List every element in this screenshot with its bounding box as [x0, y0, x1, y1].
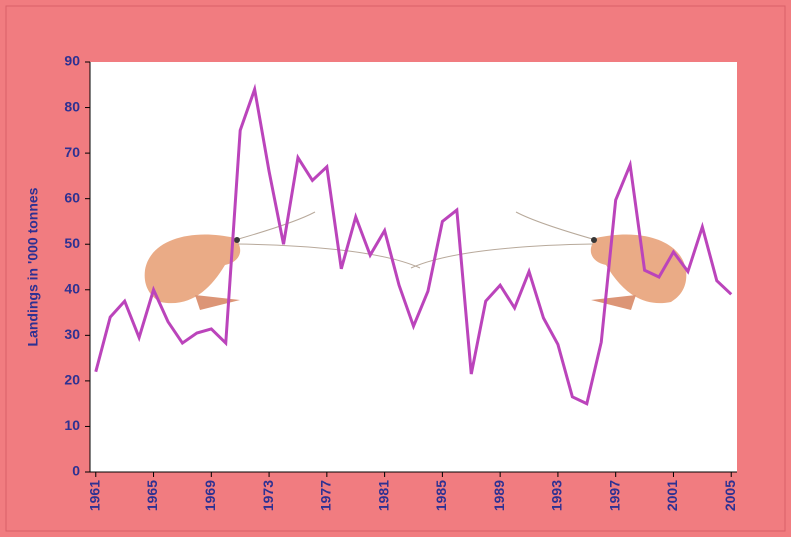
y-tick-label: 80	[64, 98, 80, 114]
x-tick-label: 1973	[260, 480, 276, 511]
x-tick-label: 1981	[375, 480, 391, 511]
page: {"chart_data": {"type": "line", "y_label…	[0, 0, 791, 537]
y-axis-label: Landings in '000 tonnes	[25, 187, 41, 346]
y-tick-label: 40	[64, 280, 80, 296]
x-tick-label: 1989	[491, 480, 507, 511]
y-tick-label: 30	[64, 326, 80, 342]
x-tick-label: 1969	[202, 480, 218, 511]
y-tick-label: 50	[64, 235, 80, 251]
x-tick-label: 1997	[606, 480, 622, 511]
y-tick-label: 70	[64, 144, 80, 160]
y-tick-label: 90	[64, 53, 80, 69]
x-tick-label: 1965	[144, 480, 160, 511]
y-tick-label: 0	[72, 463, 80, 479]
x-tick-label: 1977	[318, 480, 334, 511]
x-tick-label: 1993	[549, 480, 565, 511]
x-tick-label: 2001	[664, 480, 680, 511]
y-tick-label: 10	[64, 417, 80, 433]
y-tick-label: 60	[64, 189, 80, 205]
x-tick-label: 2005	[722, 480, 738, 511]
y-tick-label: 20	[64, 372, 80, 388]
x-tick-label: 1961	[86, 480, 102, 511]
x-tick-label: 1985	[433, 480, 449, 511]
chart: Landings in '000 tonnes 0 10 20 30 40 50 60 70 8…	[0, 0, 791, 537]
